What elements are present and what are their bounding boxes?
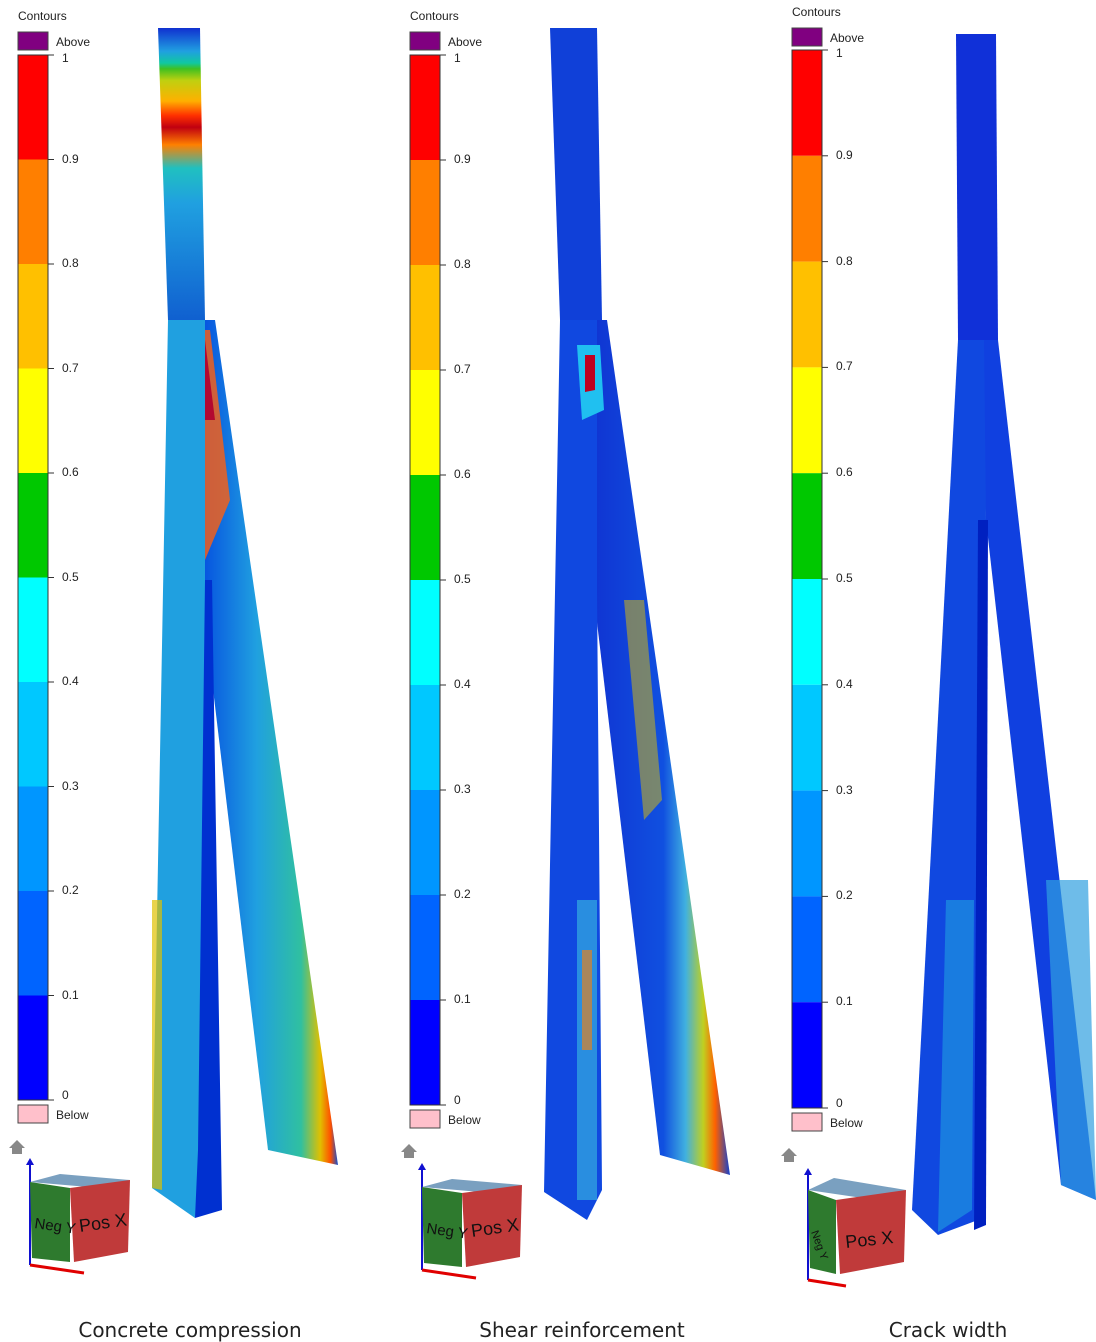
legend-tick-label: 0.6	[62, 465, 79, 479]
legend-title: Contours	[18, 9, 67, 23]
view-cube[interactable]: Neg Y Pos X	[804, 1168, 906, 1288]
cube-face-left: Neg Y	[33, 1215, 76, 1238]
column-upper	[956, 34, 998, 340]
legend-above-label: Above	[56, 35, 91, 49]
legend-tick-label: 0.3	[454, 782, 471, 796]
legend-tick-label: 0.5	[62, 569, 79, 584]
legend-tick-label: 0	[62, 1088, 69, 1102]
legend-tick-label: 0.9	[454, 152, 471, 166]
legend-tick-label: 0.3	[836, 782, 853, 797]
legend-tick-label: 0.1	[836, 994, 853, 1009]
legend-below-label: Below	[56, 1108, 89, 1122]
legend-tick-label: 0.2	[62, 883, 79, 897]
legend-tick-label: 0	[454, 1093, 461, 1107]
legend-title: Contours	[792, 5, 841, 19]
column-upper	[158, 28, 205, 320]
home-icon[interactable]	[9, 1140, 25, 1154]
column-lower	[152, 320, 210, 1218]
brace-right	[190, 320, 338, 1165]
panel-caption: Crack width	[888, 1318, 1008, 1342]
legend-tick-label: 0.9	[62, 151, 79, 166]
legend-tick-label: 0.1	[454, 992, 471, 1006]
legend-tick-label: 1	[836, 46, 843, 60]
panel-concrete-compression: Contours Above Below 1 0.9 0.8 0.7 0.6 0.5 0.4…	[0, 0, 380, 1342]
legend-tick-label: 0.2	[836, 888, 853, 903]
legend-tick-label: 0.4	[62, 674, 79, 688]
legend-tick-label: 0.4	[454, 677, 471, 691]
panel-crack-width: Contours Above Below 1 0.9 0.8 0.7 0.6 0.5 0.4…	[716, 0, 1096, 1342]
cube-face-left: Neg Y	[425, 1220, 468, 1243]
legend-tick-label: 0.8	[62, 256, 79, 270]
cube-face-right: Pos X	[844, 1227, 894, 1252]
legend-tick-label: 0.1	[62, 987, 79, 1002]
legend-tick-label: 0.5	[836, 571, 853, 585]
contour-plot	[912, 34, 1096, 1235]
legend-tick-label: 1	[62, 51, 69, 65]
panel-caption: Shear reinforcement	[479, 1318, 685, 1342]
legend-tick-label: 0.3	[62, 778, 79, 793]
legend-below-label: Below	[830, 1116, 863, 1130]
view-cube[interactable]: Neg Y Pos X	[26, 1158, 130, 1275]
contour-plot	[544, 28, 730, 1220]
legend-tick-label: 0.6	[836, 465, 853, 480]
legend-below-label: Below	[448, 1113, 481, 1127]
legend-tick-label: 0.7	[836, 359, 853, 374]
legend-title: Contours	[410, 9, 459, 23]
contour-plot	[152, 28, 338, 1218]
legend-tick-label: 0.7	[454, 362, 471, 376]
legend-tick-label: 0.9	[836, 147, 853, 162]
legend-tick-label: 0	[836, 1096, 843, 1110]
panel-shear-reinforcement: Contours Above Below 1 0.9 0.8 0.7 0.6 0.5 0.4…	[392, 0, 772, 1342]
home-icon[interactable]	[781, 1148, 797, 1162]
panel-caption: Concrete compression	[78, 1318, 302, 1342]
home-icon[interactable]	[401, 1144, 417, 1158]
legend-tick-label: 0.2	[454, 887, 471, 901]
column-upper	[550, 28, 602, 320]
legend-tick-label: 0.8	[454, 257, 471, 271]
legend-tick-label: 0.4	[836, 676, 853, 691]
legend-above-label: Above	[830, 31, 865, 45]
legend-above-label: Above	[448, 35, 483, 49]
legend-tick-label: 0.7	[62, 360, 79, 375]
view-cube[interactable]: Neg Y Pos X	[418, 1163, 522, 1280]
legend-tick-label: 1	[454, 51, 461, 65]
legend-tick-label: 0.6	[454, 467, 471, 481]
legend-tick-label: 0.8	[836, 253, 853, 268]
legend-tick-label: 0.5	[454, 572, 471, 586]
